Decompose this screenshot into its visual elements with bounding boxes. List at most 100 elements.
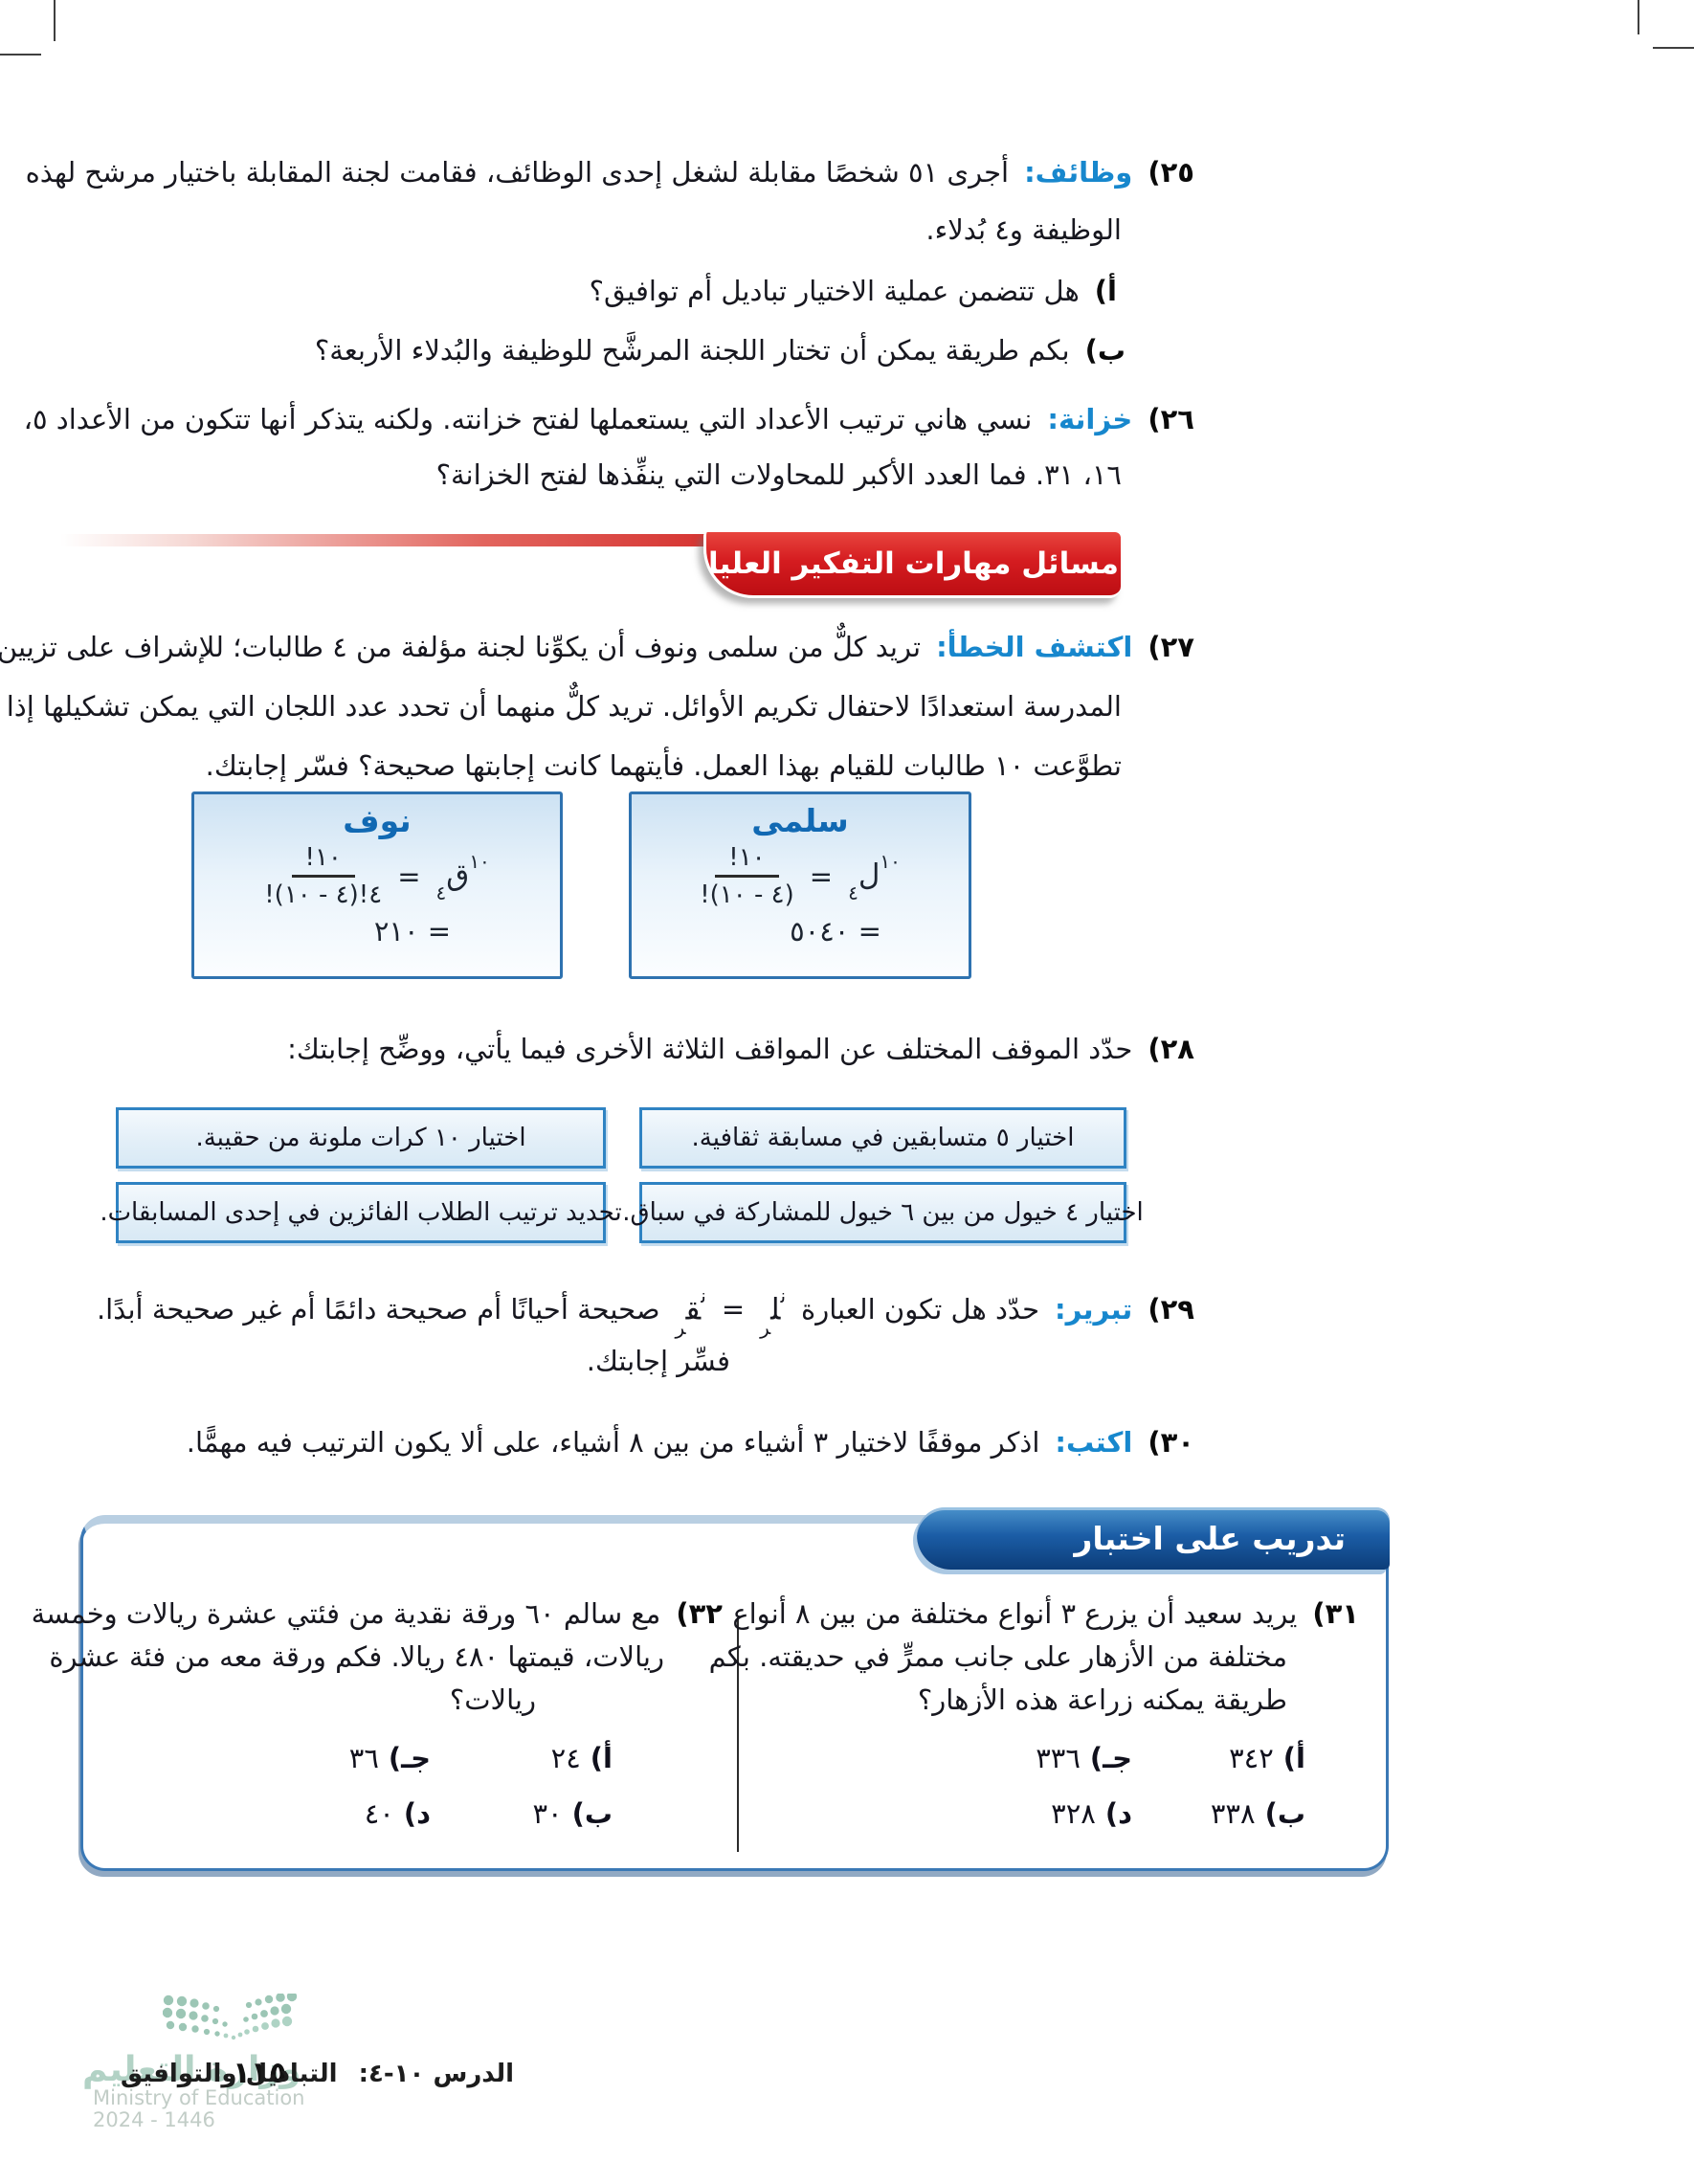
option-value: ٤٠	[364, 1797, 394, 1830]
question-text: مع سالم ٦٠ ورقة نقدية من فئتي عشرة ريالا…	[31, 1597, 661, 1630]
fraction-numerator: !١٠	[291, 843, 355, 878]
crop-mark-top-left-vertical	[54, 0, 56, 41]
fraction: !١٠ !٤!(٤ - ١٠)	[264, 843, 382, 909]
question-number: ٢٨)	[1148, 1033, 1194, 1065]
question-25-line1: ٢٥) وظائف: أجرى ٥١ شخصًا مقابلة لشغل إحد…	[26, 155, 1194, 189]
question-30-line1: ٣٠) اكتب: اذكر موقفًا لاختيار ٣ أشياء من…	[187, 1425, 1194, 1460]
equals-sign: =	[721, 1293, 746, 1326]
column-divider	[737, 1617, 739, 1852]
question-25-part-a: أ) هل تتضمن عملية الاختيار تباديل أم توا…	[590, 274, 1117, 308]
comb-upper-index: ن	[701, 1284, 706, 1307]
question-31-line2: مختلفة من الأزهار على جانب ممرٍّ في حديق…	[708, 1640, 1287, 1673]
situation-box-1: اختيار ٥ متسابقين في مسابقة ثقافية.	[639, 1107, 1126, 1169]
question-text: حدّد الموقف المختلف عن المواقف الثلاثة ا…	[287, 1033, 1133, 1065]
question-text: أجرى ٥١ شخصًا مقابلة لشغل إحدى الوظائف، …	[25, 156, 1010, 189]
part-a-text: هل تتضمن عملية الاختيار تباديل أم توافيق…	[589, 275, 1080, 307]
situation-box-2: اختيار ١٠ كرات ملونة من حقيبة.	[116, 1107, 606, 1169]
question-26-line2: ١٦، ٣١. فما العدد الأكبر للمحاولات التي …	[435, 458, 1122, 491]
hots-banner-title: مسائل مهارات التفكير العليا	[708, 546, 1119, 581]
question-number: ٣٠)	[1148, 1426, 1194, 1459]
lesson-label: الدرس ١٠-٤:	[358, 2060, 514, 2088]
question-32-line3: ريالات؟	[449, 1683, 536, 1716]
solution-box-nouf: نوف ١٠ق٤ = !١٠ !٤!(٤ - ١٠) = ٢١٠	[191, 791, 563, 979]
fraction-denominator: !٤!(٤ - ١٠)	[264, 880, 383, 909]
situation-box-3: اختيار ٤ خيول من بين ٦ خيول للمشاركة في …	[622, 1182, 1144, 1243]
combination-expression: نقر	[676, 1284, 706, 1339]
q31-option-b: ب) ٣٣٨	[1211, 1797, 1305, 1830]
keyword-justify: تبرير:	[1055, 1293, 1133, 1326]
question-26-line1: ٢٦) خزانة: نسي هاني ترتيب الأعداد التي ي…	[24, 402, 1194, 436]
q31-option-c: جـ) ٣٣٦	[1036, 1742, 1132, 1774]
question-27-line1: ٢٧) اكتشف الخطأ: تريد كلٌّ من سلمى ونوف …	[0, 630, 1194, 664]
ministry-wordmark-ar: وزارة التعليم	[82, 2050, 301, 2089]
option-value: ٣٦	[348, 1742, 379, 1774]
crop-mark-top-right-vertical	[1638, 0, 1639, 34]
hots-banner: مسائل مهارات التفكير العليا	[703, 532, 1121, 598]
option-label: د)	[403, 1797, 431, 1830]
test-practice-container	[80, 1515, 1389, 1871]
q32-option-d: د) ٤٠	[365, 1797, 431, 1830]
perm-upper-index: ن	[780, 1284, 787, 1307]
question-text: صحيحة أحيانًا أم صحيحة دائمًا أم غير صحي…	[96, 1293, 660, 1326]
comb-letter: ق	[685, 1292, 702, 1327]
comb-lower-index: ر	[675, 1315, 686, 1339]
option-label: جـ)	[1089, 1742, 1132, 1774]
fraction: !١٠ !(٤ - ١٠)	[700, 843, 794, 909]
question-number: ٣١)	[1312, 1597, 1359, 1630]
combination-symbol: ١٠ق٤	[436, 850, 490, 904]
comb-upper-index: ١٠	[469, 850, 490, 874]
option-label: ب)	[1264, 1797, 1305, 1830]
option-label: جـ)	[388, 1742, 431, 1774]
equals-sign: =	[397, 859, 421, 893]
solution-box-title: نوف	[343, 802, 412, 839]
q31-option-d: د) ٣٢٨	[1051, 1797, 1132, 1830]
nouf-result: = ٢١٠	[373, 915, 452, 947]
equals-sign: =	[809, 859, 834, 893]
keyword-write: اكتب:	[1055, 1426, 1133, 1459]
perm-lower-index: ر	[760, 1315, 771, 1339]
question-29-line2: فسِّر إجابتك.	[586, 1345, 730, 1377]
footer-years: 2024 - 1446	[93, 2108, 215, 2131]
salma-result: = ٥٠٤٠	[790, 915, 881, 947]
crop-mark-top-right-horizontal	[1653, 47, 1694, 49]
question-32-line1: ٣٢) مع سالم ٦٠ ورقة نقدية من فئتي عشرة ر…	[32, 1596, 723, 1631]
option-value: ٣٣٦	[1036, 1742, 1081, 1774]
keyword-locker: خزانة:	[1047, 403, 1133, 435]
comb-letter: ق	[446, 858, 470, 893]
salma-equation: ١٠ل٤ = !١٠ !(٤ - ١٠)	[632, 843, 969, 909]
question-27-line3: تطوَّعت ١٠ طالبات للقيام بهذا العمل. فأي…	[205, 749, 1122, 782]
question-31-line3: طريقة يمكنه زراعة هذه الأزهار؟	[917, 1683, 1287, 1716]
option-value: ٢٤	[550, 1742, 581, 1774]
part-b-label: ب)	[1084, 334, 1126, 367]
permutation-expression: نلر	[760, 1284, 786, 1339]
question-25-part-b: ب) بكم طريقة يمكن أن تختار اللجنة المرشَ…	[315, 333, 1126, 368]
fraction-denominator: !(٤ - ١٠)	[700, 880, 794, 909]
question-text: يريد سعيد أن يزرع ٣ أنواع مختلفة من بين …	[732, 1597, 1298, 1630]
question-number: ٢٧)	[1148, 631, 1194, 663]
question-text: اذكر موقفًا لاختيار ٣ أشياء من بين ٨ أشي…	[186, 1426, 1040, 1459]
question-number: ٢٦)	[1148, 403, 1194, 435]
q32-option-c: جـ) ٣٦	[349, 1742, 431, 1774]
solution-box-title: سلمى	[751, 802, 849, 839]
question-number: ٣٢)	[676, 1597, 723, 1630]
nouf-equation: ١٠ق٤ = !١٠ !٤!(٤ - ١٠)	[194, 843, 560, 909]
option-label: أ)	[1282, 1742, 1305, 1774]
question-text: حدّد هل تكون العبارة	[801, 1293, 1040, 1326]
question-32-line2: ريالات، قيمتها ٤٨٠ ريالا. فكم ورقة معه م…	[49, 1640, 664, 1673]
option-value: ٣٢٨	[1051, 1797, 1096, 1830]
keyword-jobs: وظائف:	[1024, 156, 1133, 189]
crop-mark-top-left-horizontal	[0, 54, 41, 56]
question-number: ٢٥)	[1148, 156, 1194, 189]
q32-option-a: أ) ٢٤	[551, 1742, 613, 1774]
test-practice-banner: تدريب على اختبار	[917, 1507, 1390, 1570]
page-number: ١١٥	[233, 2056, 287, 2090]
part-a-label: أ)	[1094, 275, 1117, 307]
option-label: أ)	[590, 1742, 613, 1774]
test-practice-title: تدريب على اختبار	[1074, 1520, 1346, 1557]
situation-box-4: تحديد ترتيب الطلاب الفائزين في إحدى المس…	[100, 1182, 622, 1243]
perm-letter: ل	[858, 858, 880, 893]
question-31-line1: ٣١) يريد سعيد أن يزرع ٣ أنواع مختلفة من …	[732, 1596, 1359, 1631]
fraction-numerator: !١٠	[715, 843, 779, 878]
perm-lower-index: ٤	[848, 880, 858, 904]
